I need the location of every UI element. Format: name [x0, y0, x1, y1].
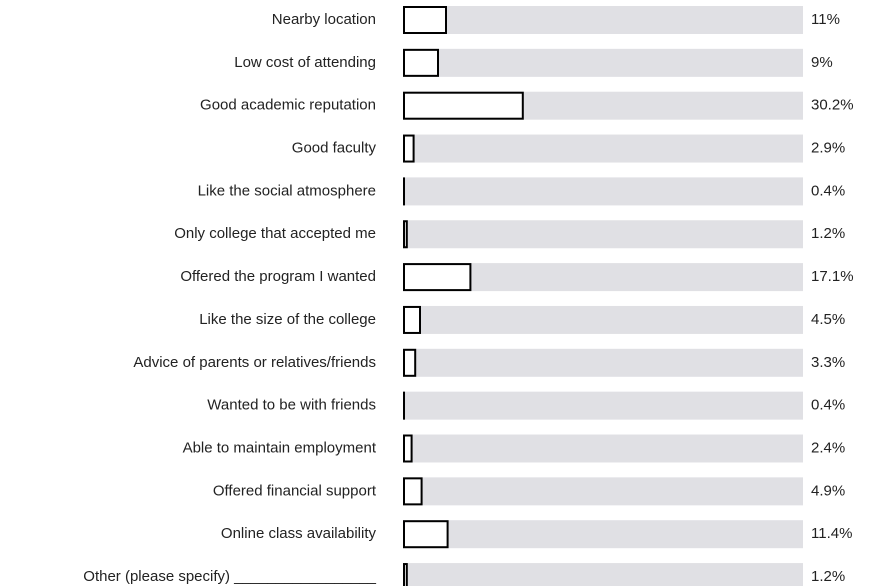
- bar-track: [403, 563, 803, 586]
- bar-track: [403, 177, 803, 206]
- bar-track: [403, 520, 803, 549]
- bar-track: [403, 434, 803, 463]
- value-label: 1.2%: [811, 568, 845, 585]
- bar: [403, 6, 447, 34]
- bar-track: [403, 348, 803, 377]
- value-label: 3.3%: [811, 354, 845, 371]
- category-label: Like the size of the college: [199, 311, 376, 328]
- category-label: Low cost of attending: [234, 54, 376, 71]
- value-label: 0.4%: [811, 397, 845, 414]
- category-label: Offered financial support: [213, 482, 377, 499]
- value-label: 0.4%: [811, 182, 845, 199]
- value-label: 1.2%: [811, 225, 845, 242]
- bar-track: [403, 48, 803, 77]
- category-label: Only college that accepted me: [174, 225, 376, 242]
- bar-track: [403, 134, 803, 163]
- value-label: 4.5%: [811, 311, 845, 328]
- bar: [403, 48, 439, 77]
- bar: [403, 434, 413, 463]
- value-label: 11%: [811, 11, 840, 28]
- bar: [403, 263, 472, 292]
- bar: [403, 563, 408, 586]
- category-label: Offered the program I wanted: [180, 268, 376, 285]
- category-label: Good faculty: [292, 140, 377, 157]
- bar-track: [403, 305, 803, 334]
- bar: [403, 348, 417, 377]
- category-label: Nearby location: [272, 11, 376, 28]
- category-label: Wanted to be with friends: [207, 397, 376, 414]
- bar: [403, 477, 423, 506]
- bar-track: [403, 477, 803, 506]
- value-label: 9%: [811, 54, 833, 71]
- bar: [403, 134, 415, 163]
- bar: [403, 520, 449, 549]
- value-label: 2.9%: [811, 140, 845, 157]
- category-label: Good academic reputation: [200, 97, 376, 114]
- value-label: 30.2%: [811, 97, 854, 114]
- value-label: 11.4%: [811, 525, 852, 542]
- value-label: 2.4%: [811, 439, 845, 456]
- bar: [403, 91, 524, 120]
- bar-track: [403, 6, 803, 34]
- category-label: Like the social atmosphere: [198, 182, 376, 199]
- bar: [403, 220, 408, 249]
- bar-track: [403, 220, 803, 249]
- bar-track: [403, 391, 803, 420]
- bar: [403, 305, 421, 334]
- category-label: Able to maintain employment: [183, 439, 377, 456]
- category-label: Other (please specify) _________________: [83, 568, 376, 585]
- value-label: 4.9%: [811, 482, 845, 499]
- category-label: Online class availability: [221, 525, 377, 542]
- category-label: Advice of parents or relatives/friends: [133, 354, 376, 371]
- value-label: 17.1%: [811, 268, 854, 285]
